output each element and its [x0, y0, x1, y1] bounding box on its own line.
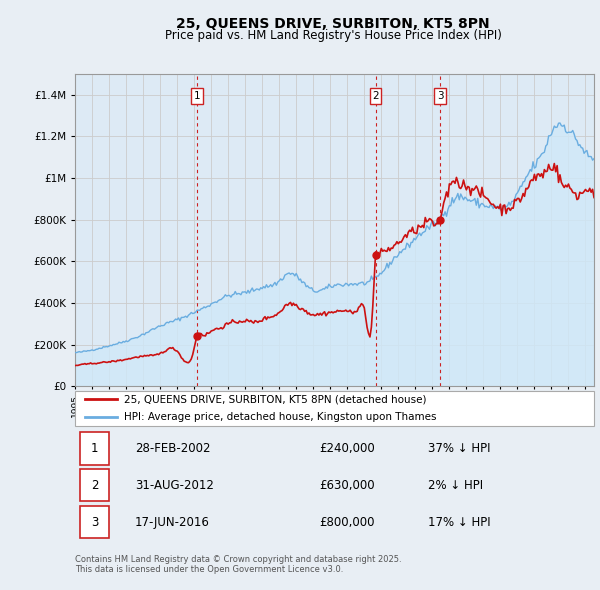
Bar [80, 506, 109, 538]
Text: 3: 3 [91, 516, 98, 529]
Text: Contains HM Land Registry data © Crown copyright and database right 2025.
This d: Contains HM Land Registry data © Crown c… [75, 555, 401, 574]
Text: 37% ↓ HPI: 37% ↓ HPI [428, 442, 490, 455]
Text: 1: 1 [91, 442, 98, 455]
Text: Price paid vs. HM Land Registry's House Price Index (HPI): Price paid vs. HM Land Registry's House … [164, 30, 502, 42]
Text: 28-FEB-2002: 28-FEB-2002 [134, 442, 210, 455]
Text: 2% ↓ HPI: 2% ↓ HPI [428, 478, 483, 492]
Text: £800,000: £800,000 [319, 516, 374, 529]
Text: 2: 2 [91, 478, 98, 492]
Text: 2: 2 [372, 91, 379, 101]
Bar [80, 469, 109, 502]
Bar [80, 432, 109, 464]
Text: 3: 3 [437, 91, 443, 101]
Text: 17-JUN-2016: 17-JUN-2016 [134, 516, 209, 529]
Text: 1: 1 [194, 91, 200, 101]
Text: £630,000: £630,000 [319, 478, 374, 492]
Text: HPI: Average price, detached house, Kingston upon Thames: HPI: Average price, detached house, King… [124, 412, 437, 422]
Text: 25, QUEENS DRIVE, SURBITON, KT5 8PN (detached house): 25, QUEENS DRIVE, SURBITON, KT5 8PN (det… [124, 395, 427, 404]
Text: 31-AUG-2012: 31-AUG-2012 [134, 478, 214, 492]
Text: 17% ↓ HPI: 17% ↓ HPI [428, 516, 491, 529]
Text: 25, QUEENS DRIVE, SURBITON, KT5 8PN: 25, QUEENS DRIVE, SURBITON, KT5 8PN [176, 17, 490, 31]
Text: £240,000: £240,000 [319, 442, 374, 455]
